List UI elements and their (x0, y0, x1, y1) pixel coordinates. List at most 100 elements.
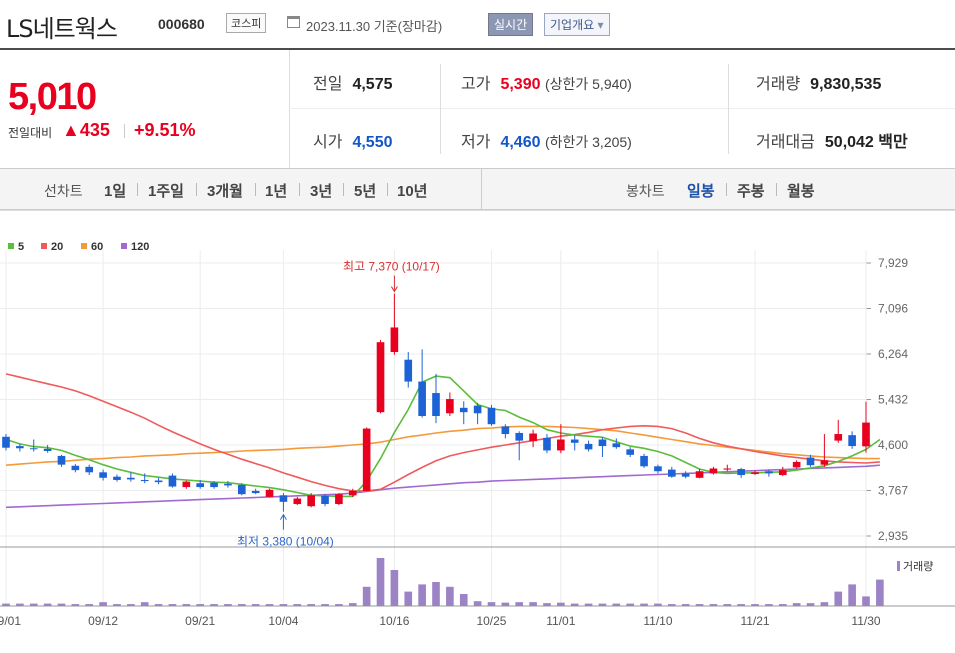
period-10y[interactable]: 10년 (397, 183, 428, 200)
candle-body (99, 472, 107, 478)
candle-body (140, 479, 149, 482)
period-divider (255, 183, 256, 196)
candle-monthly[interactable]: 월봉 (787, 183, 815, 200)
x-tick-label: 09/12 (88, 614, 118, 628)
candle-body (765, 471, 773, 474)
volume-bar (154, 604, 163, 606)
candle-body (113, 476, 121, 480)
volume-bar (348, 603, 357, 606)
candle-body (681, 473, 690, 477)
candle-body (626, 449, 635, 455)
stat-label: 전일 (313, 76, 343, 93)
period-1w[interactable]: 1주일 (148, 183, 184, 200)
period-3m[interactable]: 3개월 (207, 183, 243, 200)
volume-bar (765, 604, 773, 606)
period-5y[interactable]: 5년 (354, 183, 377, 200)
stat-low: 저가 4,460 (하한가 3,205) (461, 128, 632, 152)
candle-body (695, 471, 704, 478)
candle-body (584, 443, 593, 450)
volume-bar (557, 602, 565, 606)
candle-body (501, 426, 510, 435)
volume-bar (515, 602, 524, 606)
volume-bar (16, 603, 24, 606)
volume-bar (210, 604, 218, 606)
candle-body (737, 469, 745, 476)
candle-body (196, 483, 205, 488)
volume-bar (778, 604, 787, 606)
candle-body (390, 327, 399, 353)
stat-label: 거래대금 (756, 134, 815, 151)
lower-limit: (하한가 3,205) (544, 134, 632, 150)
x-tick-label: 10/04 (268, 614, 298, 628)
period-1y[interactable]: 1년 (265, 183, 288, 200)
candle-body (307, 495, 315, 507)
candle-body (570, 439, 579, 443)
candle-body (515, 432, 524, 441)
candle-body (127, 477, 135, 480)
stat-label: 시가 (313, 134, 343, 151)
period-divider (299, 183, 300, 196)
market-badge: 코스피 (226, 13, 267, 33)
candle-body (265, 489, 274, 497)
volume-bar (820, 602, 829, 606)
candle-body (778, 470, 787, 476)
x-tick-label: 11/01 (546, 614, 575, 628)
volume-bar (543, 603, 551, 606)
candlestick-chart: 7,929 7,096 6,264 5,432 4,600 3,767 2,935 09/01… (0, 210, 955, 628)
candle-daily[interactable]: 일봉 (687, 183, 715, 200)
x-tick-label: 10/25 (476, 614, 506, 628)
volume-bar (265, 604, 274, 606)
period-3y[interactable]: 3년 (310, 183, 333, 200)
volume-bar (806, 603, 815, 606)
x-tick-label: 10/16 (379, 614, 409, 628)
volume-bar (612, 603, 621, 606)
up-triangle-icon: ▲ (62, 120, 80, 140)
y-tick-label: 4,600 (878, 438, 908, 452)
volume-bar (446, 586, 454, 606)
volume-bar (196, 604, 205, 606)
volume-bar (834, 591, 843, 606)
candle-body (862, 422, 870, 447)
period-1d[interactable]: 1일 (104, 183, 127, 200)
ma120-line (5, 464, 880, 509)
y-tick-label: 3,767 (878, 484, 908, 498)
realtime-button[interactable]: 실시간 (488, 13, 534, 36)
candle-body (321, 495, 329, 505)
volume-bar (2, 603, 10, 606)
period-divider (776, 183, 777, 196)
ma60-line (5, 425, 880, 466)
volume-bar (307, 604, 315, 606)
x-tick-label: 09/01 (0, 614, 21, 628)
volume-bar (113, 604, 121, 606)
volume-bar (404, 591, 413, 606)
candle-body (182, 481, 191, 488)
volume-bar (279, 604, 288, 606)
y-tick-label: 2,935 (878, 529, 908, 543)
volume-bar (57, 603, 66, 606)
stats-col-divider (440, 64, 441, 154)
candle-body (16, 446, 24, 449)
stat-high: 고가 5,390 (상한가 5,940) (461, 70, 632, 94)
volume-bar (751, 604, 759, 606)
candle-body (85, 466, 94, 473)
company-overview-dropdown[interactable]: 기업개요 ▾ (544, 13, 610, 36)
volume-bar (418, 584, 426, 606)
volume-bar (501, 602, 510, 606)
candle-body (168, 475, 177, 487)
base-date: 2023.11.30 기준(장마감) (306, 19, 443, 34)
candle-body (459, 407, 468, 413)
volume-bar (695, 604, 704, 606)
volume-bar (237, 604, 246, 606)
candle-weekly[interactable]: 주봉 (737, 183, 765, 200)
period-bar-divider (481, 169, 482, 211)
volume-bar (321, 604, 329, 606)
candle-body (237, 484, 246, 495)
volume-bar (848, 584, 856, 606)
stat-open: 시가 4,550 (313, 128, 393, 152)
legend-label: 120 (131, 241, 149, 253)
candle-body (792, 461, 801, 468)
price-stats: 전일 4,575 시가 4,550 고가 5,390 (상한가 5,940) 저가 4,… (291, 50, 955, 168)
volume-legend-label: 거래량 (903, 560, 933, 573)
volume-bar (709, 604, 718, 606)
change-value: ▲435 (62, 120, 110, 141)
